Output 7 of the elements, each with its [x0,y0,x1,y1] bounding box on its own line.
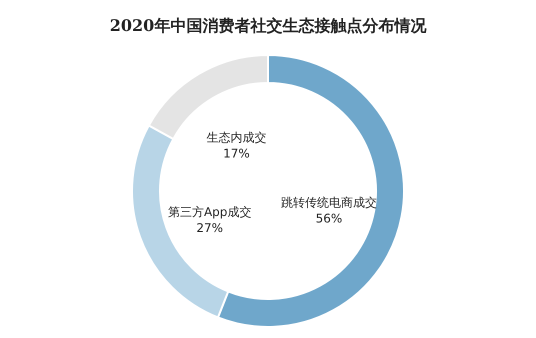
chart-title: 2020年中国消费者社交生态接触点分布情况 [110,16,428,35]
data-label: 17% [223,146,250,161]
slice-label: 生态内成交 [206,130,266,145]
data-label: 27% [196,221,223,235]
slice-label: 跳转传统电商成交 [280,196,377,210]
slice-label: 第三方App成交 [168,205,252,219]
data-label: 56% [316,212,342,226]
